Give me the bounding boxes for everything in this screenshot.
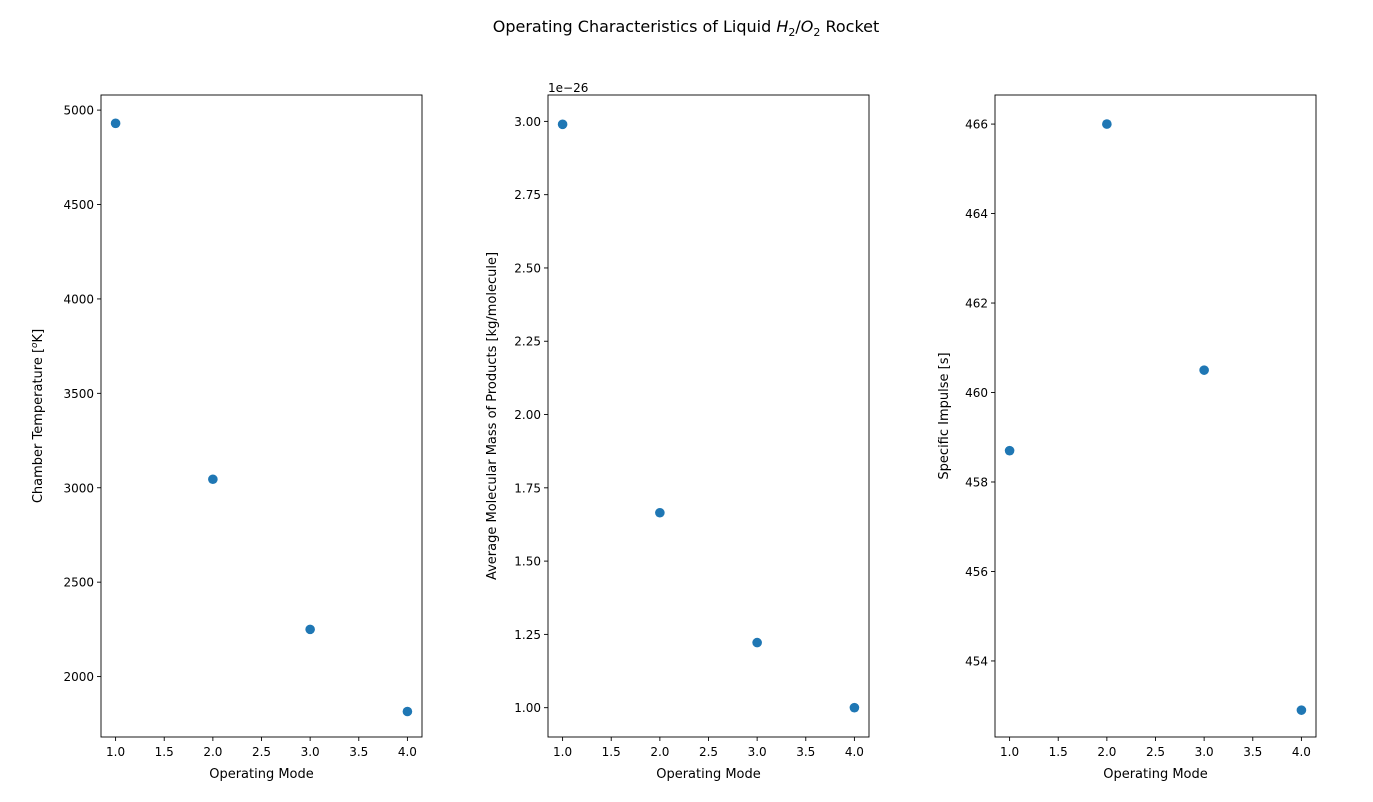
x-tick-label: 3.0 — [748, 745, 767, 759]
data-point — [1296, 705, 1307, 715]
y-offset-label: 1e−26 — [548, 81, 588, 95]
axes-frame — [100, 94, 423, 738]
y-tick-label: 462 — [965, 297, 988, 311]
y-tick-label: 2.50 — [514, 261, 541, 275]
y-tick-label: 1.75 — [514, 481, 541, 495]
y-tick-label: 2.00 — [514, 408, 541, 422]
x-axis-label: Operating Mode — [656, 767, 761, 782]
y-tick-label: 1.00 — [514, 701, 541, 715]
y-tick-label: 454 — [965, 654, 988, 668]
axes-frame — [994, 94, 1317, 738]
subplot-3: 1.0 1.5 2.0 2.5 3.0 3.5 4.0 454 456 458 460 462 464 4… — [937, 94, 1317, 782]
y-tick-label: 1.50 — [514, 555, 541, 569]
x-tick-label: 3.5 — [796, 745, 815, 759]
x-tick-label: 3.5 — [349, 745, 368, 759]
x-tick-label: 1.5 — [602, 745, 621, 759]
y-tick-label: 2500 — [63, 576, 94, 590]
y-tick-label: 1.25 — [514, 628, 541, 642]
data-point — [1102, 119, 1112, 129]
x-tick-label: 1.5 — [155, 745, 174, 759]
y-tick-label: 2.75 — [514, 188, 541, 202]
data-point — [1199, 365, 1209, 375]
data-point — [1004, 445, 1015, 456]
y-tick-label: 4000 — [63, 292, 94, 306]
figure-title: Operating Characteristics of Liquid H2/O… — [493, 17, 880, 39]
y-tick-label: 456 — [965, 565, 988, 579]
x-tick-label: 2.0 — [203, 745, 222, 759]
x-tick-label: 1.0 — [553, 745, 572, 759]
subplot-1: 1.0 1.5 2.0 2.5 3.0 3.5 4.0 2000 2500 3000 3500 400… — [30, 94, 423, 782]
data-point — [208, 474, 218, 485]
data-point — [402, 706, 413, 717]
y-axis-label: Specific Impulse [s] — [937, 352, 952, 479]
x-tick-label: 1.0 — [1000, 745, 1019, 759]
x-tick-label: 2.0 — [1097, 745, 1116, 759]
y-tick-label: 3000 — [63, 481, 94, 495]
x-tick-label: 2.0 — [650, 745, 669, 759]
data-point — [110, 118, 121, 129]
data-point — [752, 637, 762, 648]
x-axis-label: Operating Mode — [1103, 767, 1208, 782]
subplot-2: 1.0 1.5 2.0 2.5 3.0 3.5 4.0 1.00 1.25 1.50 1.75 2.0… — [485, 81, 870, 782]
y-tick-label: 2000 — [63, 670, 94, 684]
x-tick-label: 2.5 — [699, 745, 718, 759]
data-point — [557, 119, 568, 130]
y-axis-label: Average Molecular Mass of Products [kg/m… — [485, 252, 500, 580]
x-tick-label: 3.0 — [1195, 745, 1214, 759]
y-axis-label: Chamber Temperature [oK] — [30, 329, 46, 503]
y-tick-label: 4500 — [63, 198, 94, 212]
axes-frame — [547, 94, 870, 738]
x-tick-label: 4.0 — [398, 745, 417, 759]
x-tick-label: 4.0 — [1292, 745, 1311, 759]
data-point — [655, 507, 665, 518]
x-tick-label: 4.0 — [845, 745, 864, 759]
x-axis-label: Operating Mode — [209, 767, 314, 782]
y-tick-label: 3.00 — [514, 115, 541, 129]
y-tick-label: 458 — [965, 475, 988, 489]
y-tick-label: 5000 — [63, 104, 94, 118]
x-tick-label: 3.0 — [301, 745, 320, 759]
y-tick-label: 3500 — [63, 387, 94, 401]
y-tick-label: 466 — [965, 118, 988, 132]
y-tick-label: 460 — [965, 386, 988, 400]
x-tick-label: 2.5 — [252, 745, 271, 759]
y-tick-label: 2.25 — [514, 335, 541, 349]
x-tick-label: 2.5 — [1146, 745, 1165, 759]
data-point — [305, 624, 315, 635]
data-point — [849, 702, 860, 713]
x-tick-label: 1.0 — [106, 745, 125, 759]
x-tick-label: 1.5 — [1049, 745, 1068, 759]
x-tick-label: 3.5 — [1243, 745, 1262, 759]
y-tick-label: 464 — [965, 207, 988, 221]
